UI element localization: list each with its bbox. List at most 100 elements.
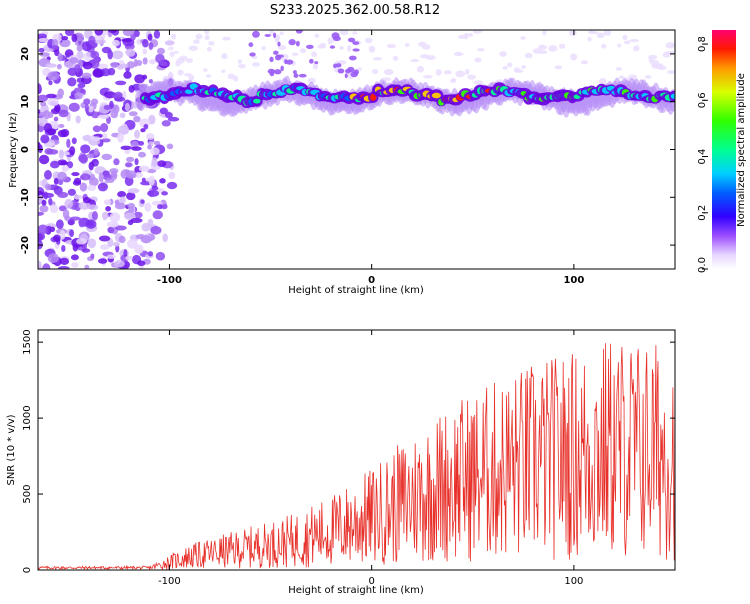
noise-blob (101, 153, 113, 161)
noise-speckle (524, 52, 533, 59)
noise-speckle (269, 30, 275, 37)
noise-blob (168, 171, 176, 180)
noise-speckle (319, 42, 326, 49)
noise-blob (148, 78, 153, 84)
noise-blob (44, 170, 52, 180)
noise-speckle (248, 42, 254, 48)
noise-speckle (169, 51, 175, 58)
noise-blob (155, 251, 166, 261)
noise-blob (39, 205, 49, 213)
colorbar-tick-label: 0.6 (697, 92, 708, 108)
snr-series-line (38, 343, 675, 570)
noise-blob (38, 211, 45, 216)
spectrogram-y-tick-label: -20 (20, 236, 31, 254)
noise-speckle (542, 30, 547, 36)
snr-y-tick-label: 0 (22, 567, 33, 573)
noise-blob (153, 30, 161, 39)
noise-speckle (665, 42, 675, 49)
noise-speckle (421, 44, 431, 50)
noise-blob (54, 106, 61, 112)
noise-blob (98, 172, 104, 183)
noise-blob (88, 177, 99, 187)
noise-blob (48, 80, 53, 86)
noise-speckle (329, 45, 336, 49)
noise-blob (38, 33, 48, 39)
noise-speckle (312, 62, 319, 70)
noise-speckle (623, 40, 631, 45)
noise-blob (111, 39, 120, 47)
noise-blob (113, 260, 125, 268)
spectrogram-marks (38, 30, 675, 269)
noise-speckle (333, 63, 337, 69)
signal-peak (431, 92, 441, 99)
noise-speckle (352, 41, 360, 45)
noise-blob (127, 188, 140, 194)
noise-speckle (293, 73, 299, 78)
noise-blob (124, 212, 136, 221)
noise-blob (88, 35, 96, 46)
noise-blob (128, 111, 138, 117)
noise-blob (140, 181, 152, 186)
noise-blob (38, 47, 45, 53)
noise-blob (134, 171, 143, 178)
noise-speckle (615, 67, 623, 71)
noise-blob (89, 136, 101, 141)
noise-blob (92, 68, 104, 78)
noise-blob (38, 144, 43, 154)
noise-speckle (311, 51, 318, 58)
noise-speckle (618, 75, 625, 80)
noise-blob (79, 182, 88, 192)
noise-blob (120, 145, 132, 151)
noise-blob (130, 217, 143, 224)
noise-speckle (443, 70, 452, 75)
noise-speckle (295, 40, 300, 47)
spectrogram-y-ticks: -20 -10 0 10 20 (20, 47, 675, 254)
noise-speckle (344, 73, 348, 79)
noise-speckle (208, 41, 215, 46)
noise-speckle (467, 74, 476, 80)
noise-speckle (589, 30, 599, 35)
colorbar-tick-label: 0.2 (697, 205, 708, 221)
noise-speckle (277, 45, 287, 51)
noise-speckle (295, 30, 303, 34)
noise-speckle (383, 69, 394, 76)
snr-y-tick-label: 1500 (22, 329, 33, 354)
noise-speckle (477, 48, 485, 52)
noise-speckle (352, 48, 360, 52)
noise-blob (140, 128, 146, 133)
noise-blob (127, 202, 135, 209)
noise-blob (81, 248, 91, 253)
noise-blob (119, 112, 126, 119)
noise-speckle (277, 41, 281, 47)
noise-blob (38, 94, 48, 102)
noise-blob (128, 207, 135, 213)
snr-x-label: Height of straight line (km) (288, 585, 424, 596)
noise-blob (38, 260, 42, 269)
noise-speckle (269, 56, 274, 63)
noise-blob (69, 57, 79, 64)
noise-speckle (347, 45, 352, 52)
noise-blob (117, 191, 127, 198)
noise-speckle (352, 31, 358, 35)
noise-speckle (372, 57, 383, 61)
noise-speckle (348, 55, 357, 61)
noise-blob (125, 48, 136, 57)
noise-blob (101, 138, 111, 143)
noise-blob (109, 212, 121, 223)
noise-blob (71, 137, 77, 145)
colorbar-label: Normalized spectral amplitude (736, 73, 747, 227)
signal-peak (184, 89, 193, 95)
noise-blob (141, 222, 151, 232)
noise-speckle (280, 65, 284, 72)
noise-speckle (465, 68, 470, 75)
noise-speckle (195, 33, 203, 40)
noise-blob (74, 92, 83, 100)
noise-blob (105, 205, 112, 212)
snr-y-tick-label: 1000 (22, 405, 33, 430)
spectrogram-x-tick-label: 100 (563, 275, 584, 286)
noise-blob (161, 191, 168, 196)
noise-blob (69, 229, 75, 238)
noise-blob (67, 188, 77, 196)
noise-blob (113, 158, 120, 166)
